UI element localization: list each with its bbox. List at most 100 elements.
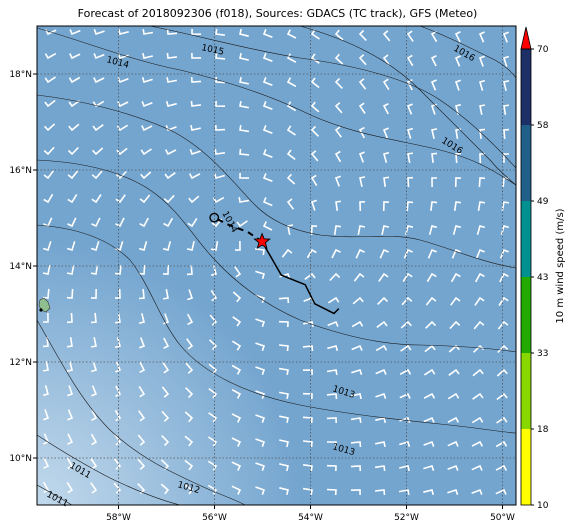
wind-barb	[68, 100, 80, 108]
wind-barb	[455, 103, 462, 115]
wind-barb	[406, 78, 413, 91]
wind-barb	[352, 296, 364, 305]
wind-barb	[310, 225, 318, 236]
wind-barb	[479, 128, 486, 139]
wind-barb	[161, 410, 170, 422]
wind-barb	[329, 272, 341, 282]
wind-barb	[138, 264, 146, 275]
lon-tick-label: 54°W	[298, 513, 323, 523]
wind-barb	[303, 440, 313, 448]
wind-barb	[423, 368, 436, 376]
wind-barb	[231, 485, 242, 495]
wind-barb	[166, 76, 177, 83]
wind-barb	[471, 416, 484, 424]
wind-barb	[262, 53, 273, 62]
wind-barb	[184, 459, 194, 471]
colorbar-tick-label: 18	[537, 425, 549, 435]
isobar-1013-upper	[37, 159, 516, 353]
wind-barbs	[42, 28, 510, 496]
colorbar-segment	[521, 429, 531, 505]
wind-barb	[191, 28, 202, 35]
wind-barb	[66, 481, 74, 494]
wind-barb	[234, 240, 241, 251]
wind-barb	[374, 465, 386, 472]
wind-barb	[375, 392, 387, 399]
wind-barb	[166, 52, 177, 59]
wind-barb	[142, 28, 154, 35]
wind-barb	[310, 125, 320, 137]
wind-barb	[495, 488, 507, 495]
lon-tick-label: 52°W	[394, 513, 419, 523]
wind-barb	[66, 312, 73, 324]
wind-barb	[497, 344, 509, 354]
wind-barb	[255, 294, 266, 304]
wind-barb	[163, 313, 170, 325]
wind-barb	[399, 441, 411, 448]
wind-barb	[164, 149, 177, 156]
wind-barb	[208, 339, 218, 351]
wind-barb	[326, 369, 338, 376]
wind-barb	[286, 101, 297, 112]
wind-barb	[208, 436, 218, 447]
colorbar-tick-label: 70	[537, 45, 549, 55]
wind-barb	[449, 320, 461, 330]
wind-barb	[278, 297, 290, 304]
wind-barb	[286, 125, 296, 136]
wind-barb	[498, 296, 509, 306]
wind-barb	[162, 264, 169, 275]
wind-barb	[302, 416, 313, 424]
isobar-1014-mid	[37, 94, 516, 269]
wind-barb	[214, 148, 226, 155]
wind-barb	[403, 248, 413, 259]
wind-barb	[474, 272, 485, 283]
wind-barb	[188, 195, 200, 204]
wind-barb	[114, 265, 122, 275]
wind-barb	[426, 272, 437, 283]
wind-barb	[375, 489, 386, 496]
island-marker	[39, 308, 43, 312]
wind-barb	[93, 29, 105, 36]
wind-barb	[90, 288, 97, 299]
wind-barb	[185, 362, 194, 374]
wind-barb	[334, 175, 341, 187]
wind-barb	[447, 488, 459, 496]
wind-barb	[281, 248, 293, 258]
wind-barb	[453, 201, 462, 212]
wind-barb	[187, 289, 194, 301]
isobar-1011-a	[37, 434, 181, 505]
wind-barb	[447, 392, 460, 400]
wind-barb	[114, 312, 121, 324]
wind-barb	[447, 416, 460, 423]
wind-barb	[186, 313, 194, 326]
wind-barb	[455, 152, 462, 164]
wind-barb	[139, 361, 146, 374]
wind-barb	[69, 53, 81, 60]
wind-barb	[239, 52, 249, 61]
wind-barb	[189, 149, 201, 156]
wind-barb	[497, 320, 509, 330]
wind-barb	[255, 390, 266, 399]
wind-barb	[423, 489, 434, 495]
wind-barb	[279, 344, 289, 352]
colorbar-title: 10 m wind speed (m/s)	[555, 208, 566, 323]
wind-barb	[334, 126, 342, 138]
wind-barb	[302, 487, 313, 496]
wind-barb	[42, 481, 50, 494]
wind-barb	[231, 437, 242, 447]
wind-barb	[262, 77, 273, 86]
isobar-1016-a	[419, 26, 516, 79]
wind-barb	[141, 101, 153, 108]
wind-barb	[327, 320, 339, 327]
wind-barb	[428, 225, 438, 235]
wind-barb	[357, 225, 366, 235]
wind-barb	[255, 342, 266, 351]
lon-tick-label: 50°W	[490, 513, 515, 523]
wind-barb	[427, 248, 437, 259]
wind-barb	[42, 385, 49, 397]
wind-barb	[42, 288, 50, 299]
colorbar-tick-label: 33	[537, 349, 548, 359]
wind-barb	[255, 318, 266, 327]
lat-tick-label: 10°N	[9, 454, 32, 464]
wind-barb	[430, 79, 437, 91]
